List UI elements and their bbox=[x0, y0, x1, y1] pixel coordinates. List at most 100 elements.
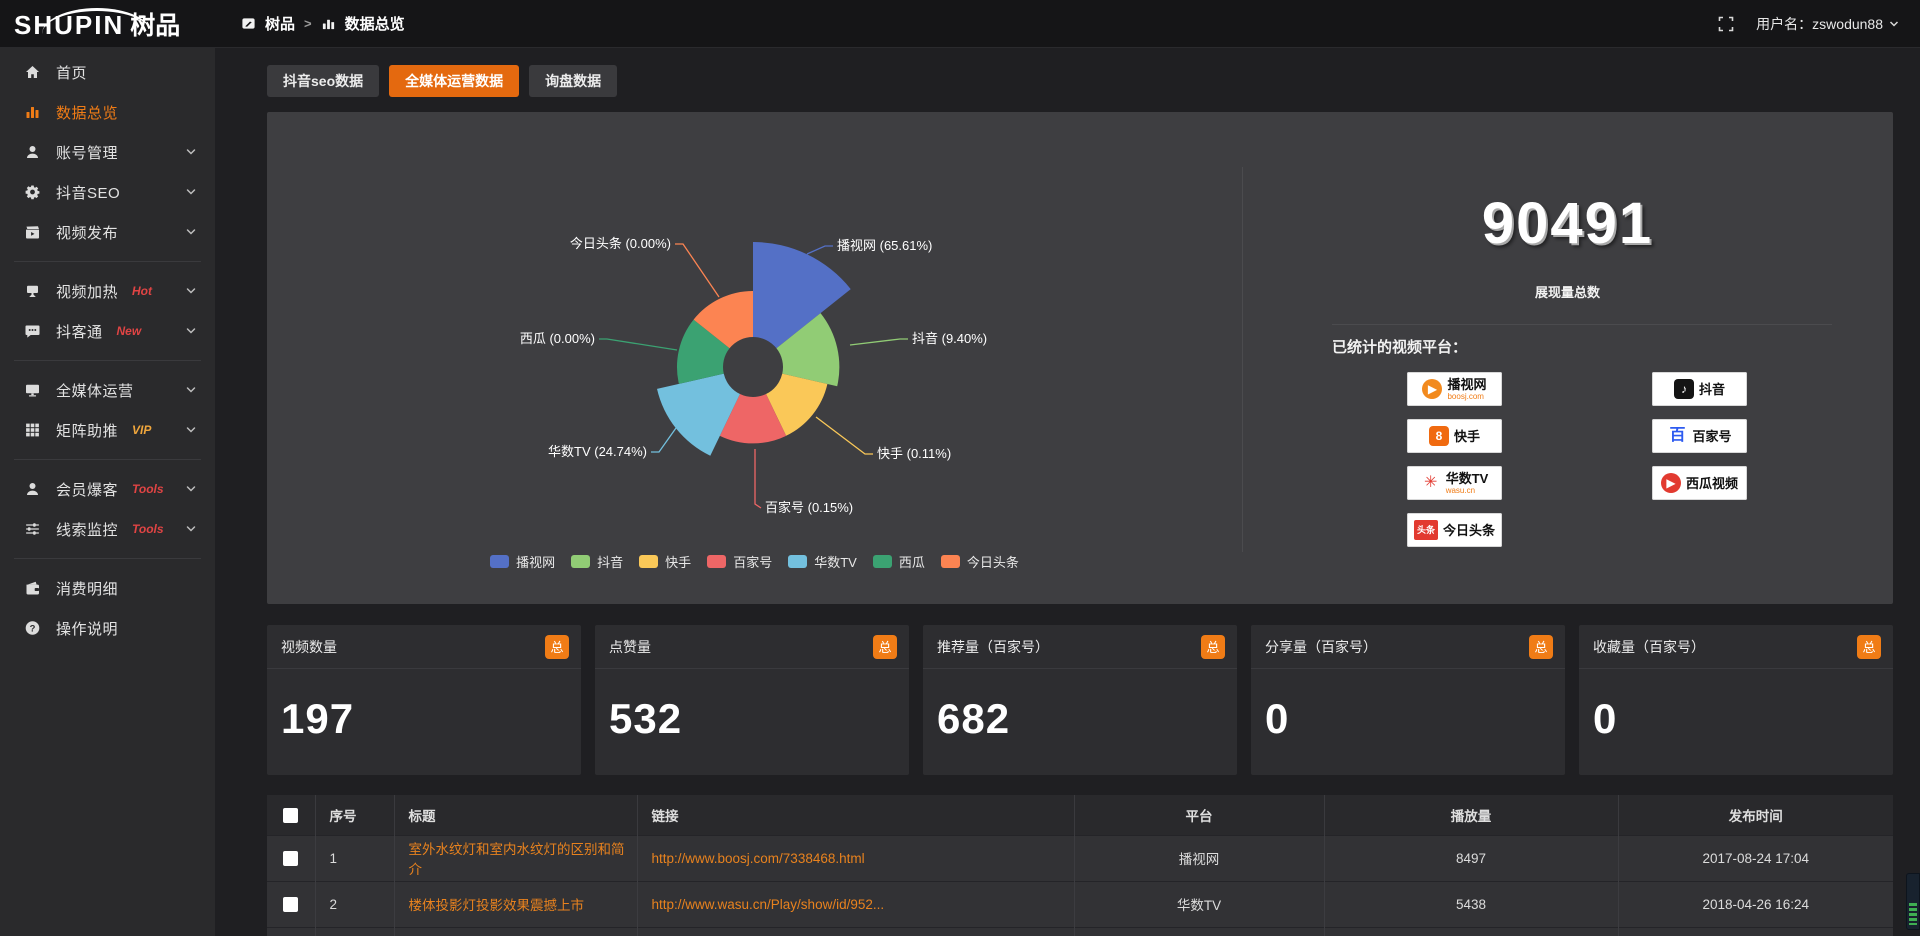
logo-arc bbox=[42, 7, 152, 34]
column-header-序号: 序号 bbox=[315, 795, 395, 835]
sidebar-item-douketong[interactable]: 抖客通 New bbox=[0, 311, 215, 351]
legend-item-百家号[interactable]: 百家号 bbox=[707, 552, 772, 571]
platform-logo-icon: 百 bbox=[1667, 426, 1688, 446]
sidebar-item-matrix-boost[interactable]: 矩阵助推 VIP bbox=[0, 410, 215, 450]
cell-platform: 播视网 bbox=[1074, 834, 1325, 881]
tab-all-media-ops-data[interactable]: 全媒体运营数据 bbox=[389, 65, 520, 97]
platform-logo-icon: ✳ bbox=[1420, 473, 1441, 493]
legend-item-今日头条[interactable]: 今日头条 bbox=[940, 552, 1019, 571]
legend-label: 播视网 bbox=[516, 555, 556, 570]
stat-card-value: 0 bbox=[1593, 695, 1618, 742]
sidebar-item-label: 视频发布 bbox=[56, 224, 119, 242]
platform-badge-华数TV: ✳ 华数TV wasu.cn bbox=[1407, 466, 1502, 500]
platform-badge-grid: ▶ 播视网 boosj.com ♪ 抖音 8 快手百百家号 ✳ 华数TV wasu.cn ▶ 西瓜视频… bbox=[1407, 372, 1747, 547]
sidebar-item-media-ops[interactable]: 全媒体运营 bbox=[0, 370, 215, 410]
fullscreen-icon[interactable] bbox=[1718, 16, 1734, 32]
legend-item-抖音[interactable]: 抖音 bbox=[571, 552, 623, 571]
chevron-down-icon bbox=[185, 384, 197, 396]
sidebar-item-help[interactable]: ? 操作说明 bbox=[0, 608, 215, 648]
pie-slice-抖音[interactable] bbox=[776, 313, 840, 387]
stat-card-header: 点赞量 总 bbox=[595, 625, 909, 669]
legend-item-播视网[interactable]: 播视网 bbox=[490, 552, 555, 571]
breadcrumb-page-icon bbox=[321, 16, 336, 31]
legend-label: 百家号 bbox=[733, 555, 773, 570]
sidebar-item-label: 抖客通 bbox=[56, 323, 103, 341]
cell-platform: 华数TV bbox=[1074, 880, 1325, 927]
select-all-checkbox[interactable] bbox=[283, 807, 299, 823]
table-row: 1 室外水纹灯和室内水纹灯的区别和简介 http://www.boosj.com… bbox=[267, 834, 1893, 881]
chat-icon bbox=[24, 323, 42, 339]
row-checkbox[interactable] bbox=[283, 896, 299, 912]
breadcrumb-item-root[interactable]: 树品 bbox=[265, 16, 296, 33]
video-table: 序号 标题 链接 平台 播放量 发布时间 1 室外水纹灯和室内水纹灯的区别和简介 http… bbox=[267, 795, 1893, 936]
gear-icon bbox=[24, 184, 42, 200]
cell-plays: 8497 bbox=[1324, 834, 1619, 881]
platform-badge-快手: 8 快手 bbox=[1407, 419, 1502, 453]
sidebar-item-member-baoke[interactable]: 会员爆客 Tools bbox=[0, 469, 215, 509]
pie-label-播视网: 播视网 (65.61%) bbox=[837, 238, 932, 253]
platform-name: 华数TV bbox=[1445, 470, 1489, 486]
cell-link[interactable]: http://www.wasu.cn/Play/show/id/952... bbox=[637, 880, 1075, 927]
user-icon bbox=[24, 144, 42, 160]
label-leader-line bbox=[806, 245, 833, 255]
pie-slice-百家号[interactable] bbox=[719, 394, 787, 444]
sidebar-item-badge: VIP bbox=[132, 423, 152, 437]
home-icon bbox=[24, 64, 42, 80]
total-badge: 总 bbox=[873, 634, 897, 659]
total-badge: 总 bbox=[545, 634, 569, 659]
row-checkbox[interactable] bbox=[283, 850, 299, 866]
pie-label-今日头条: 今日头条 (0.00%) bbox=[570, 236, 671, 251]
cell-link[interactable]: http://www.boosj.com/7338468.html bbox=[637, 834, 1075, 881]
side-float-widget[interactable] bbox=[1906, 873, 1920, 930]
cell-title[interactable]: 室外水纹灯和室内水纹灯的区别和简介 bbox=[394, 834, 638, 881]
legend-swatch bbox=[571, 555, 591, 568]
legend-item-西瓜[interactable]: 西瓜 bbox=[872, 552, 925, 571]
chevron-down-icon bbox=[185, 523, 197, 535]
sidebar-item-label: 会员爆客 bbox=[56, 481, 119, 499]
platform-logo-icon: ▶ bbox=[1422, 379, 1443, 399]
sidebar: 首页数据总览 账号管理 抖音SEO 视频发布视频加热 Hot 抖客通 New 全媒体运营 矩阵助… bbox=[0, 48, 215, 936]
legend-item-快手[interactable]: 快手 bbox=[639, 552, 691, 571]
chevron-down-icon bbox=[185, 146, 197, 158]
grid-icon bbox=[24, 422, 42, 438]
platform-logo-icon: ♪ bbox=[1673, 379, 1694, 399]
impressions-summary: 90491 展现量总数 已统计的视频平台： ▶ 播视网 boosj.com ♪ 抖音 8 快… bbox=[1242, 112, 1893, 604]
sidebar-item-home[interactable]: 首页 bbox=[0, 52, 215, 92]
chart-legend: 播视网 抖音 快手 百家号 华数TV 西瓜 今日头条 bbox=[267, 552, 1242, 571]
user-menu[interactable]: 用户名：zswodun88 bbox=[1756, 14, 1900, 34]
legend-swatch bbox=[490, 555, 510, 568]
pie-slice-西瓜[interactable] bbox=[677, 319, 730, 384]
stat-card-点赞量: 点赞量 总 532 bbox=[595, 625, 909, 775]
chevron-down-icon bbox=[185, 483, 197, 495]
tab-inquiry-data[interactable]: 询盘数据 bbox=[529, 65, 618, 97]
tab-douyin-seo-data[interactable]: 抖音seo数据 bbox=[267, 65, 380, 97]
legend-item-华数TV[interactable]: 华数TV bbox=[788, 552, 857, 571]
sidebar-item-account-manage[interactable]: 账号管理 bbox=[0, 132, 215, 172]
breadcrumb-item-current: 数据总览 bbox=[344, 16, 405, 33]
topbar: SHUPIN 树品 树品 > 数据总览 用户名：zswodun88 bbox=[0, 0, 1920, 48]
sidebar-item-douyin-seo[interactable]: 抖音SEO bbox=[0, 172, 215, 212]
pie-slice-华数TV[interactable] bbox=[657, 373, 740, 456]
cell-title[interactable]: 楼体投影灯投影效果震撼上市 bbox=[394, 880, 638, 927]
sidebar-item-video-publish[interactable]: 视频发布 bbox=[0, 212, 215, 252]
pie-slice-播视网[interactable] bbox=[753, 242, 851, 349]
column-header-链接: 链接 bbox=[637, 795, 1075, 835]
sidebar-item-consume-detail[interactable]: 消费明细 bbox=[0, 568, 215, 608]
sidebar-item-label: 首页 bbox=[56, 64, 88, 82]
sidebar-item-video-heat[interactable]: 视频加热 Hot bbox=[0, 271, 215, 311]
chevron-down-icon bbox=[1889, 20, 1899, 27]
pie-slice-今日头条[interactable] bbox=[693, 291, 753, 349]
overview-panel: 播视网 (65.61%) 抖音 (9.40%) 快手 (0.11%) 百家号 (0.1… bbox=[267, 112, 1893, 604]
sidebar-item-data-overview[interactable]: 数据总览 bbox=[0, 92, 215, 132]
breadcrumb: 树品 > 数据总览 bbox=[241, 13, 405, 34]
platform-name: 百家号 bbox=[1692, 428, 1732, 444]
sidebar-item-clue-monitor[interactable]: 线索监控 Tools bbox=[0, 509, 215, 549]
sidebar-item-label: 操作说明 bbox=[56, 620, 119, 638]
column-header-播放量: 播放量 bbox=[1324, 795, 1619, 835]
legend-label: 快手 bbox=[665, 555, 692, 570]
platform-badge-西瓜视频: ▶ 西瓜视频 bbox=[1652, 466, 1747, 500]
platform-name: 西瓜视频 bbox=[1685, 475, 1738, 491]
pie-slice-快手[interactable] bbox=[766, 373, 828, 436]
sidebar-divider bbox=[14, 459, 201, 460]
